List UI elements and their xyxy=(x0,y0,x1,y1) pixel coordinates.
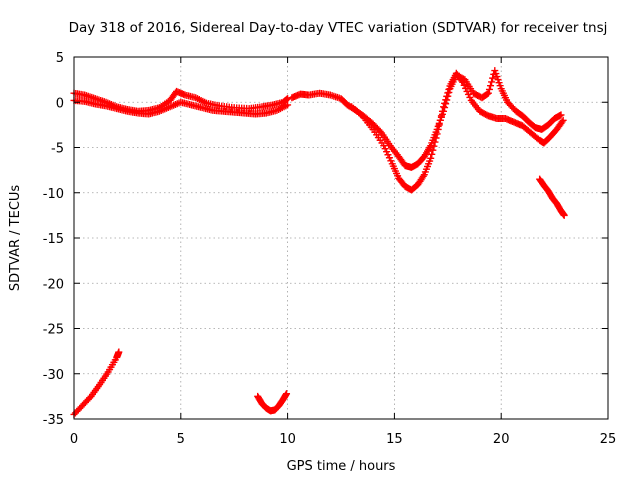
data-point xyxy=(443,92,451,100)
y-tick-label-1: 0 xyxy=(56,96,64,111)
data-point xyxy=(433,130,441,138)
data-point xyxy=(444,89,452,97)
data-point xyxy=(284,95,292,103)
axis-ticks: 5 0 -5 -10 -15 -20 -25 -30 -35 0 5 10 15 20 25 xyxy=(43,51,617,447)
series-5 xyxy=(70,348,123,418)
data-point xyxy=(483,90,491,98)
series-3 xyxy=(348,69,567,194)
data-point xyxy=(428,150,436,158)
x-tick-label-4: 20 xyxy=(493,432,510,447)
data-point xyxy=(489,74,497,82)
data-point xyxy=(436,116,444,124)
data-point xyxy=(115,348,123,356)
data-point xyxy=(558,118,566,126)
y-tick-label-3: -10 xyxy=(43,187,64,202)
x-tick-label-3: 15 xyxy=(386,432,403,447)
data-point xyxy=(441,99,449,107)
data-point xyxy=(430,142,438,150)
x-tick-label-0: 0 xyxy=(70,432,78,447)
data-point xyxy=(485,85,493,93)
chart-title: Day 318 of 2016, Sidereal Day-to-day VTE… xyxy=(69,20,608,36)
y-axis-label: SDTVAR / TECUs xyxy=(8,185,23,292)
series-0 xyxy=(70,87,292,115)
data-point xyxy=(429,146,437,154)
data-point xyxy=(434,125,442,133)
data-point xyxy=(432,134,440,142)
data-point xyxy=(435,121,443,129)
y-tick-label-0: 5 xyxy=(56,51,64,66)
data-point xyxy=(559,116,567,124)
data-point xyxy=(440,103,448,111)
x-tick-label-5: 25 xyxy=(600,432,617,447)
data-point xyxy=(458,77,466,85)
data-point xyxy=(557,111,565,119)
y-tick-label-7: -30 xyxy=(43,368,64,383)
series-4 xyxy=(536,175,568,219)
data-point xyxy=(427,154,435,162)
data-point xyxy=(283,390,291,398)
data-point xyxy=(484,89,492,97)
x-tick-label-2: 10 xyxy=(279,432,296,447)
data-point xyxy=(487,82,495,90)
x-axis-label: GPS time / hours xyxy=(287,459,396,474)
data-point xyxy=(445,85,453,93)
y-tick-label-4: -15 xyxy=(43,232,64,247)
series-6 xyxy=(254,390,291,415)
x-tick-label-1: 5 xyxy=(177,432,185,447)
y-tick-label-8: -35 xyxy=(43,413,64,428)
y-tick-label-5: -20 xyxy=(43,277,64,292)
data-point xyxy=(438,107,446,115)
data-point xyxy=(560,211,568,219)
data-point xyxy=(488,78,496,86)
data-point xyxy=(431,138,439,146)
data-layer xyxy=(70,67,568,418)
y-tick-label-6: -25 xyxy=(43,323,64,338)
data-point xyxy=(437,112,445,120)
series-1 xyxy=(70,96,292,118)
data-point xyxy=(284,101,292,109)
y-tick-label-2: -5 xyxy=(51,142,64,157)
data-point xyxy=(442,96,450,104)
